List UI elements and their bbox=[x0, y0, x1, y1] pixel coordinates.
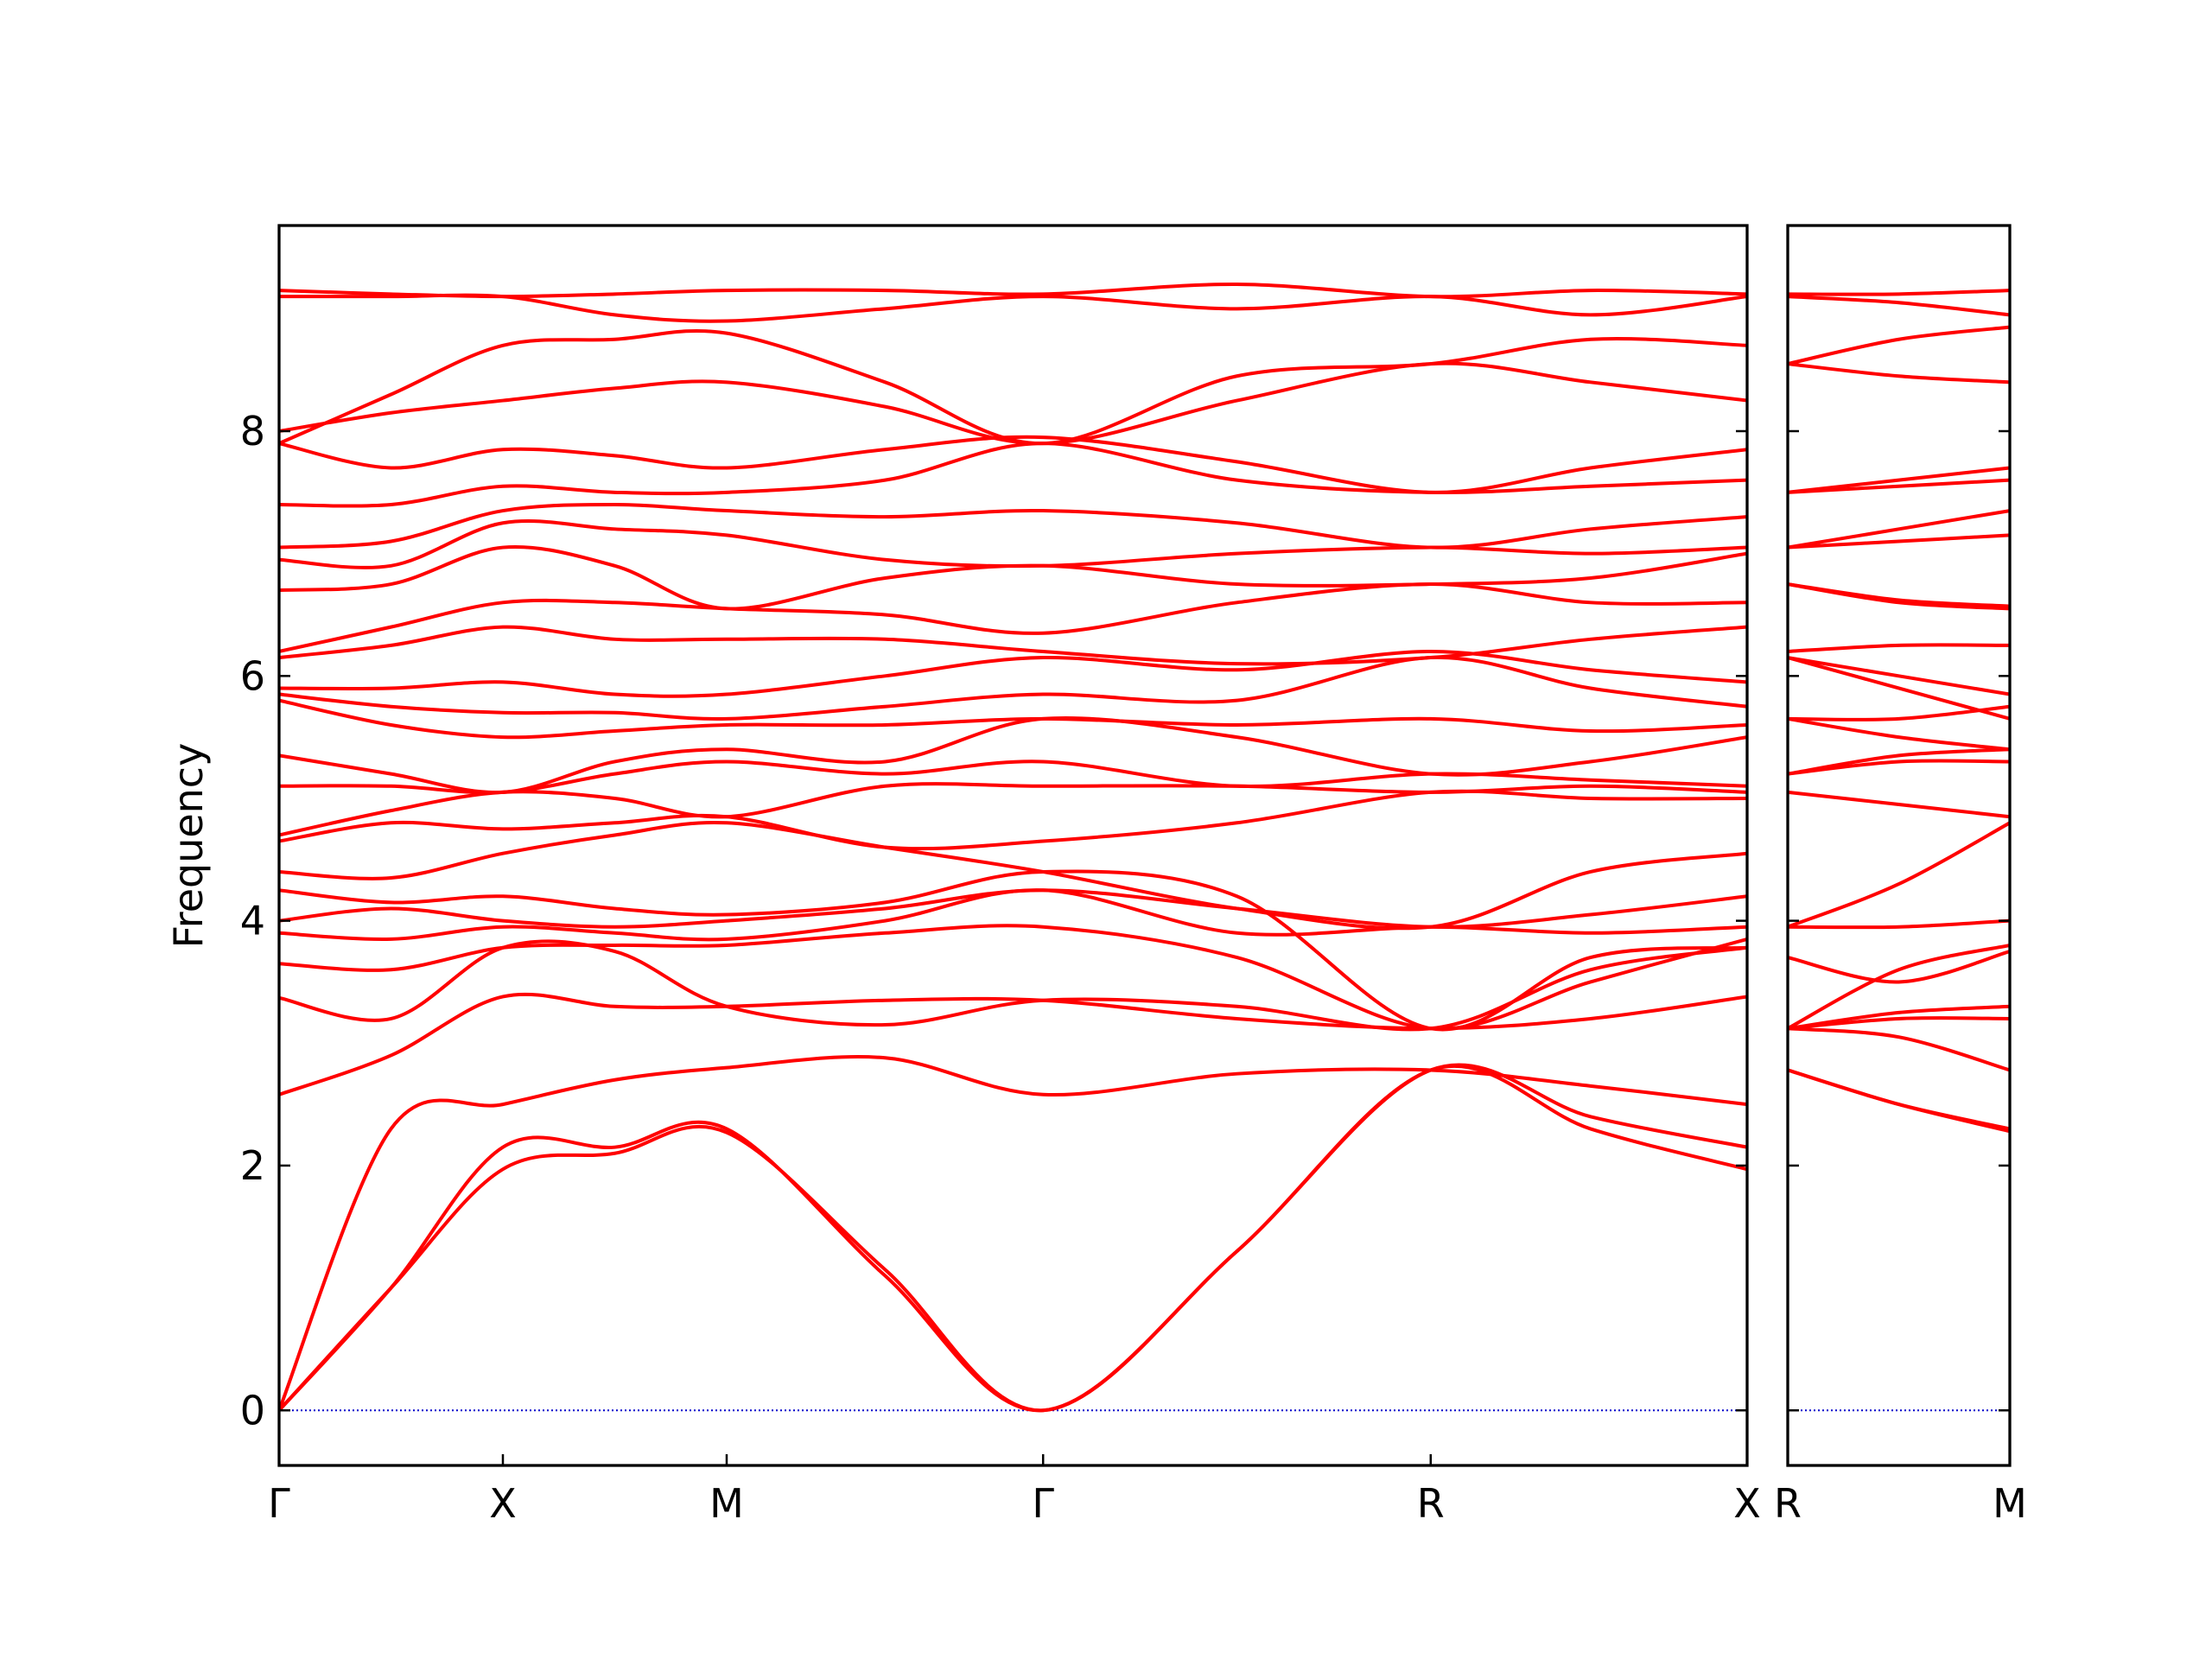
band-line bbox=[279, 625, 1747, 666]
band-line bbox=[279, 820, 1747, 931]
band-line bbox=[279, 789, 1747, 851]
band-line bbox=[1788, 582, 2010, 608]
band-line bbox=[279, 435, 1747, 494]
y-tick-label: 0 bbox=[240, 1387, 265, 1433]
band-line bbox=[279, 519, 1747, 569]
band-line bbox=[1788, 478, 2010, 494]
band-line bbox=[1788, 509, 2010, 550]
band-line bbox=[1788, 918, 2010, 930]
band-line bbox=[279, 924, 1747, 1031]
band-line bbox=[1788, 704, 2010, 721]
band-line bbox=[1788, 1027, 2010, 1072]
band-line bbox=[1788, 533, 2010, 550]
band-line bbox=[1788, 466, 2010, 494]
plot-frame bbox=[1786, 224, 2012, 1467]
band-line bbox=[279, 1063, 1747, 1413]
band-line bbox=[279, 361, 1747, 446]
band-line bbox=[279, 649, 1747, 698]
x-tick-label: M bbox=[1993, 1480, 2027, 1527]
band-line bbox=[279, 502, 1747, 550]
y-tick-label: 6 bbox=[240, 652, 265, 699]
band-line bbox=[1788, 1068, 2010, 1134]
band-line bbox=[279, 582, 1747, 653]
band-line bbox=[1788, 656, 2010, 696]
band-line bbox=[1788, 716, 2010, 752]
band-line bbox=[1788, 821, 2010, 929]
band-line bbox=[279, 939, 1747, 1032]
bands bbox=[1788, 289, 2010, 1134]
x-tick-label: Γ bbox=[268, 1480, 290, 1527]
band-line bbox=[1788, 747, 2010, 776]
x-tick-label: R bbox=[1774, 1480, 1802, 1527]
band-line bbox=[279, 869, 1747, 1032]
band-line bbox=[1788, 950, 2010, 984]
band-line bbox=[1788, 362, 2010, 385]
band-line bbox=[279, 293, 1747, 323]
y-axis-label: Frequency bbox=[165, 743, 212, 949]
band-line bbox=[279, 888, 1747, 942]
band-line bbox=[279, 328, 1747, 446]
plot-frame bbox=[277, 224, 1749, 1467]
x-tick-label: R bbox=[1417, 1480, 1445, 1527]
band-line bbox=[1788, 289, 2010, 296]
band-line bbox=[279, 888, 1747, 929]
x-tick-label: Γ bbox=[1032, 1480, 1054, 1527]
band-line bbox=[1788, 790, 2010, 819]
y-tick-label: 8 bbox=[240, 408, 265, 454]
x-tick-label: X bbox=[1733, 1480, 1761, 1527]
y-tick-label: 4 bbox=[240, 898, 265, 944]
y-tick-label: 2 bbox=[240, 1142, 265, 1189]
band-line bbox=[279, 655, 1747, 721]
band-line bbox=[279, 716, 1747, 795]
band-line bbox=[279, 282, 1747, 299]
band-line bbox=[1788, 1004, 2010, 1031]
band-line bbox=[1788, 943, 2010, 1031]
band-line bbox=[279, 1064, 1747, 1413]
band-line bbox=[279, 992, 1747, 1096]
band-line bbox=[1788, 325, 2010, 366]
band-line bbox=[279, 1055, 1747, 1411]
band-line bbox=[1788, 295, 2010, 317]
band-line bbox=[279, 545, 1747, 611]
band-line bbox=[1788, 656, 2010, 721]
x-tick-label: X bbox=[489, 1480, 517, 1527]
band-line bbox=[1788, 643, 2010, 653]
band-line bbox=[279, 442, 1747, 508]
bands bbox=[279, 282, 1747, 1413]
band-line bbox=[279, 698, 1747, 740]
x-tick-label: M bbox=[709, 1480, 744, 1527]
